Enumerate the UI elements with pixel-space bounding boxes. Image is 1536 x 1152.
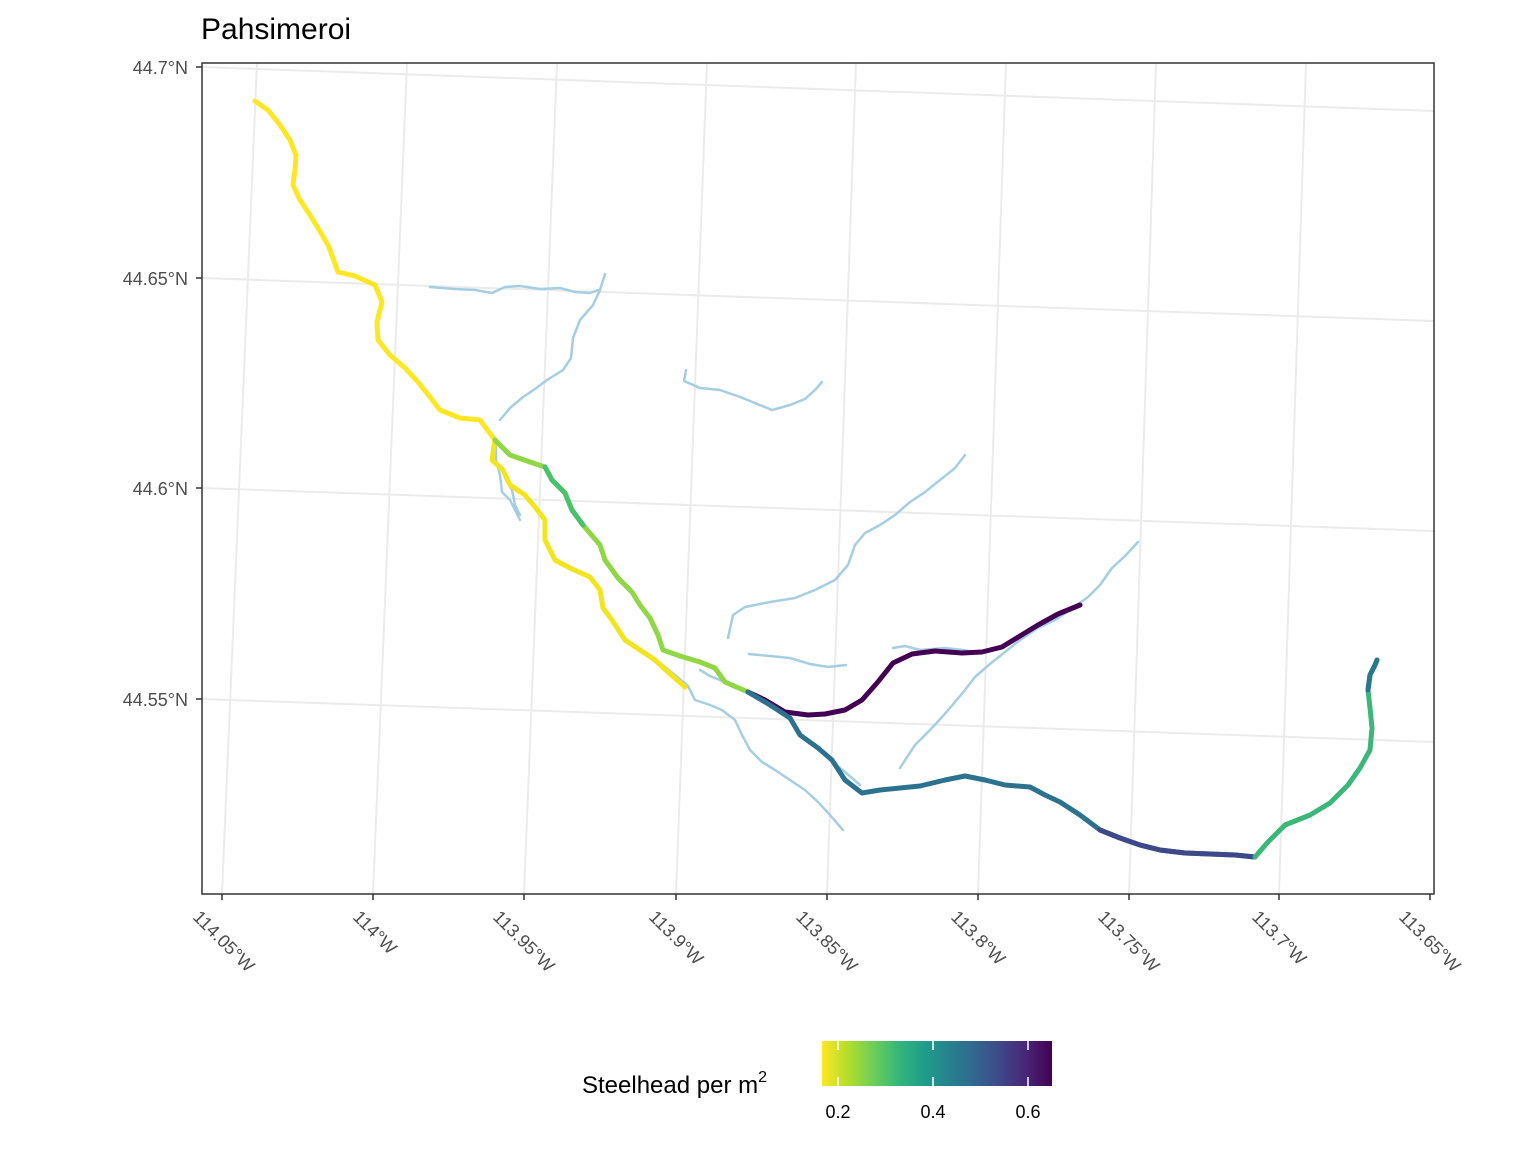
lon-tick-label: 113.7°W <box>1248 907 1310 969</box>
lon-tick-label: 114°W <box>349 907 401 959</box>
x-axis: 114.05°W 114°W 113.95°W 113.9°W 113.85°W… <box>189 894 1464 976</box>
legend-tick-label: 0.2 <box>825 1102 850 1122</box>
legend: Steelhead per m2 0.2 0.4 0.6 <box>582 1041 1052 1122</box>
parallel-line <box>202 487 1434 532</box>
legend-colorbar <box>822 1041 1052 1086</box>
legend-title: Steelhead per m2 <box>582 1069 767 1099</box>
meridian-line <box>977 63 1007 894</box>
reach-left-channel <box>489 437 688 690</box>
lat-tick-label: 44.7°N <box>133 58 188 78</box>
meridian-line <box>1278 63 1307 894</box>
reach-upper-mainstem <box>252 98 498 443</box>
lon-tick-label: 113.95°W <box>489 907 558 976</box>
parallel-line <box>202 66 1434 112</box>
lon-tick-label: 113.8°W <box>947 907 1009 969</box>
steelhead-reaches <box>252 98 1380 860</box>
reach-green-segment <box>542 464 586 528</box>
map-title: Pahsimeroi <box>201 13 351 46</box>
stream-line <box>498 272 607 422</box>
stream-line <box>428 284 600 295</box>
panel-background <box>202 63 1434 894</box>
legend-tick-label: 0.4 <box>920 1102 945 1122</box>
legend-tick-label: 0.6 <box>1015 1102 1040 1122</box>
reach-navy-segment <box>1097 827 1258 860</box>
lon-tick-label: 113.9°W <box>645 907 707 969</box>
meridian-line <box>523 63 558 894</box>
graticule <box>202 63 1434 894</box>
legend-tick-marks <box>837 1041 1029 1086</box>
stream-line <box>747 652 848 669</box>
panel-border <box>201 62 1435 895</box>
meridian-line <box>372 63 408 894</box>
reach-upper-tributary <box>745 602 1083 718</box>
y-axis: 44.7°N 44.65°N 44.6°N 44.55°N <box>123 58 202 710</box>
parallel-line <box>202 698 1434 743</box>
meridian-line <box>1128 63 1157 894</box>
stream-line <box>658 661 845 832</box>
meridian-line <box>826 63 857 894</box>
meridian-line <box>221 63 258 894</box>
meridian-line <box>675 63 708 894</box>
lon-tick-label: 113.75°W <box>1094 907 1163 976</box>
lon-tick-label: 113.65°W <box>1395 907 1464 976</box>
lat-tick-label: 44.55°N <box>123 690 188 710</box>
parallel-line <box>202 277 1434 322</box>
lon-tick-label: 114.05°W <box>189 907 258 976</box>
stream-line <box>898 540 1140 770</box>
reach-fork-tip <box>1365 657 1380 693</box>
lon-tick-label: 113.85°W <box>792 907 861 976</box>
stream-line <box>726 453 967 640</box>
stream-line <box>494 440 522 522</box>
lat-tick-label: 44.6°N <box>133 479 188 499</box>
map-panel <box>201 62 1435 895</box>
lat-tick-label: 44.65°N <box>123 269 188 289</box>
stream-line <box>682 368 824 412</box>
